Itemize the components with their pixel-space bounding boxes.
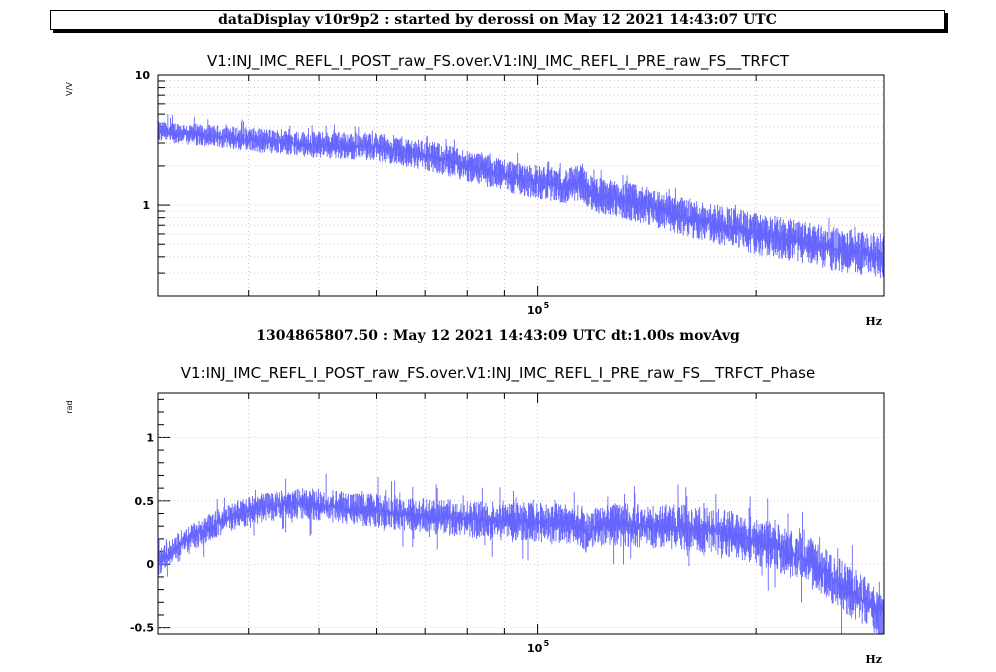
plot2-y-tick-label: -0.5 <box>130 622 154 635</box>
plot2-y-tick-label: 1 <box>146 431 154 444</box>
plot2-x-axis-label: Hz <box>865 653 882 666</box>
plot1-trace <box>158 114 884 279</box>
plot1-x-tick-label: 10 <box>527 304 543 317</box>
plot2-x-tick-label: 10 <box>527 642 543 655</box>
plot2-frame <box>157 392 885 635</box>
plot1-frame <box>157 74 885 297</box>
plot1-y-axis-label: V/V <box>65 82 74 96</box>
plot2-y-tick-label: 0 <box>146 558 154 571</box>
plot1-y-tick-label: 1 <box>142 199 150 212</box>
plot2-y-axis-label: rad <box>65 400 74 413</box>
plot2-y-tick-label: 0.5 <box>135 495 155 508</box>
plot2-title: V1:INJ_IMC_REFL_I_POST_raw_FS.over.V1:IN… <box>180 364 816 382</box>
plot1-x-tick-label-exponent: 5 <box>544 301 550 310</box>
timestamp-label: 1304865807.50 : May 12 2021 14:43:09 UTC… <box>256 328 740 344</box>
header-title: dataDisplay v10r9p2 : started by derossi… <box>50 10 945 30</box>
plot1-title: V1:INJ_IMC_REFL_I_POST_raw_FS.over.V1:IN… <box>206 52 790 70</box>
plot2-trace <box>158 473 884 634</box>
plot1-y-tick-label: 10 <box>135 69 151 82</box>
plot2-group: 1 0.5 0 -0.5 10 5 Hz rad <box>65 392 885 666</box>
plot2-x-tick-label-exponent: 5 <box>544 639 550 648</box>
plot1-x-axis-label: Hz <box>865 315 882 328</box>
